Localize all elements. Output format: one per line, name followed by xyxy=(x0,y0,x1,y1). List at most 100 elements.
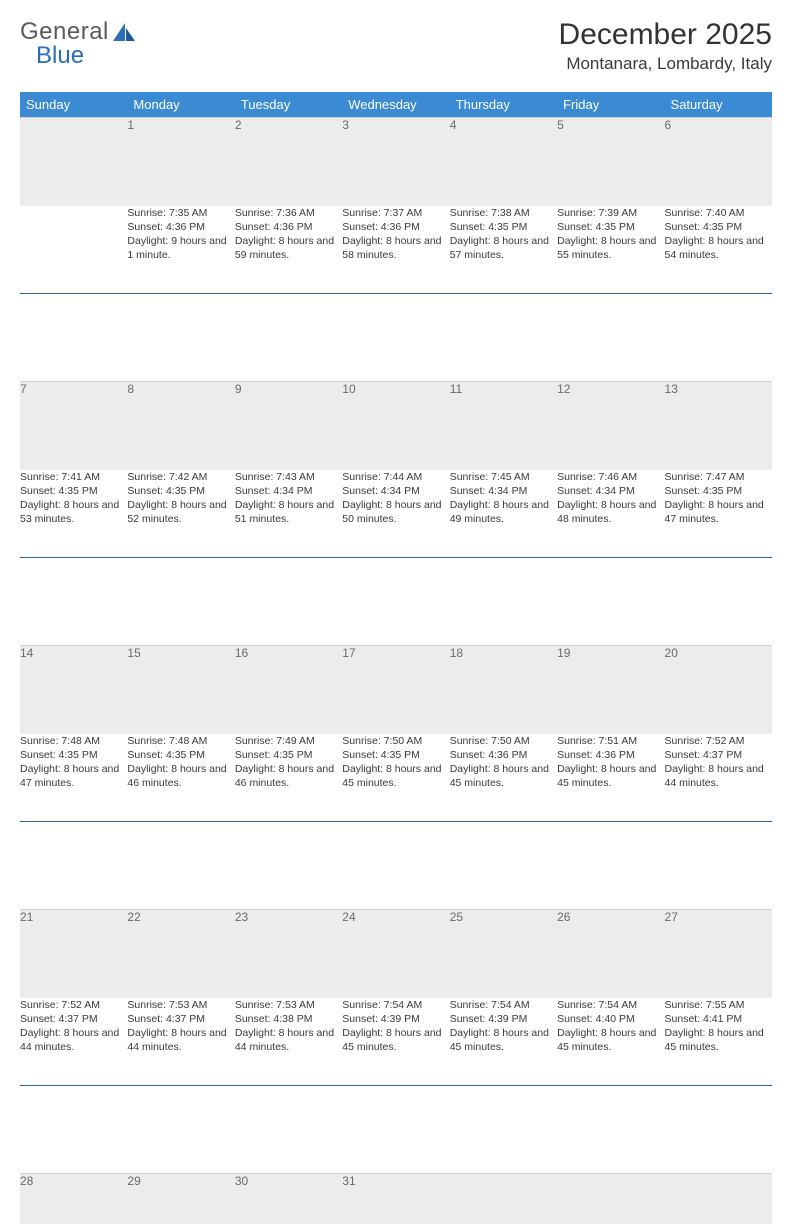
day-content-cell: Sunrise: 7:48 AMSunset: 4:35 PMDaylight:… xyxy=(20,734,127,822)
day-number-row: 14151617181920 xyxy=(20,646,772,734)
day-content-cell: Sunrise: 7:44 AMSunset: 4:34 PMDaylight:… xyxy=(342,470,449,558)
day-content-cell xyxy=(20,206,127,294)
day-number-row: 78910111213 xyxy=(20,382,772,470)
sunrise-line: Sunrise: 7:37 AM xyxy=(342,206,449,220)
day-number-cell: 29 xyxy=(127,1174,234,1224)
sunrise-line: Sunrise: 7:49 AM xyxy=(235,734,342,748)
weekday-header: Friday xyxy=(557,92,664,118)
day-number-cell: 28 xyxy=(20,1174,127,1224)
location: Montanara, Lombardy, Italy xyxy=(559,54,772,74)
daylight-line: Daylight: 8 hours and 44 minutes. xyxy=(127,1026,234,1054)
day-content-cell: Sunrise: 7:54 AMSunset: 4:40 PMDaylight:… xyxy=(557,998,664,1086)
sunrise-line: Sunrise: 7:36 AM xyxy=(235,206,342,220)
sunrise-line: Sunrise: 7:47 AM xyxy=(665,470,772,484)
day-content-cell: Sunrise: 7:42 AMSunset: 4:35 PMDaylight:… xyxy=(127,470,234,558)
sunset-line: Sunset: 4:35 PM xyxy=(342,748,449,762)
daylight-line: Daylight: 8 hours and 45 minutes. xyxy=(450,1026,557,1054)
day-number-cell: 21 xyxy=(20,910,127,998)
day-number-cell: 1 xyxy=(127,118,234,206)
daylight-line: Daylight: 8 hours and 51 minutes. xyxy=(235,498,342,526)
week-divider xyxy=(20,294,772,382)
daylight-line: Daylight: 8 hours and 48 minutes. xyxy=(557,498,664,526)
sunset-line: Sunset: 4:35 PM xyxy=(665,220,772,234)
sunset-line: Sunset: 4:39 PM xyxy=(342,1012,449,1026)
logo-sail-icon xyxy=(113,23,135,41)
sunset-line: Sunset: 4:36 PM xyxy=(342,220,449,234)
day-number-cell: 11 xyxy=(450,382,557,470)
daylight-line: Daylight: 8 hours and 55 minutes. xyxy=(557,234,664,262)
day-content-cell: Sunrise: 7:55 AMSunset: 4:41 PMDaylight:… xyxy=(665,998,772,1086)
day-content-cell: Sunrise: 7:54 AMSunset: 4:39 PMDaylight:… xyxy=(342,998,449,1086)
daylight-line: Daylight: 8 hours and 58 minutes. xyxy=(342,234,449,262)
weekday-header: Wednesday xyxy=(342,92,449,118)
sunrise-line: Sunrise: 7:44 AM xyxy=(342,470,449,484)
day-content-row: Sunrise: 7:35 AMSunset: 4:36 PMDaylight:… xyxy=(20,206,772,294)
sunset-line: Sunset: 4:34 PM xyxy=(557,484,664,498)
day-number-cell xyxy=(557,1174,664,1224)
day-number-row: 123456 xyxy=(20,118,772,206)
month-title: December 2025 xyxy=(559,18,772,52)
sunrise-line: Sunrise: 7:41 AM xyxy=(20,470,127,484)
daylight-line: Daylight: 8 hours and 45 minutes. xyxy=(665,1026,772,1054)
weekday-header: Monday xyxy=(127,92,234,118)
daylight-line: Daylight: 8 hours and 47 minutes. xyxy=(20,762,127,790)
weekday-header: Sunday xyxy=(20,92,127,118)
daylight-line: Daylight: 8 hours and 53 minutes. xyxy=(20,498,127,526)
day-number-cell: 5 xyxy=(557,118,664,206)
sunset-line: Sunset: 4:39 PM xyxy=(450,1012,557,1026)
day-number-cell: 24 xyxy=(342,910,449,998)
day-number-cell: 31 xyxy=(342,1174,449,1224)
day-number-cell: 6 xyxy=(665,118,772,206)
daylight-line: Daylight: 8 hours and 57 minutes. xyxy=(450,234,557,262)
sunrise-line: Sunrise: 7:52 AM xyxy=(20,998,127,1012)
day-number-cell: 30 xyxy=(235,1174,342,1224)
daylight-line: Daylight: 8 hours and 45 minutes. xyxy=(450,762,557,790)
day-number-cell: 27 xyxy=(665,910,772,998)
sunset-line: Sunset: 4:36 PM xyxy=(127,220,234,234)
day-content-cell: Sunrise: 7:49 AMSunset: 4:35 PMDaylight:… xyxy=(235,734,342,822)
day-content-cell: Sunrise: 7:51 AMSunset: 4:36 PMDaylight:… xyxy=(557,734,664,822)
sunrise-line: Sunrise: 7:50 AM xyxy=(450,734,557,748)
day-content-cell: Sunrise: 7:39 AMSunset: 4:35 PMDaylight:… xyxy=(557,206,664,294)
daylight-line: Daylight: 8 hours and 50 minutes. xyxy=(342,498,449,526)
daylight-line: Daylight: 8 hours and 47 minutes. xyxy=(665,498,772,526)
sunrise-line: Sunrise: 7:39 AM xyxy=(557,206,664,220)
day-content-cell: Sunrise: 7:35 AMSunset: 4:36 PMDaylight:… xyxy=(127,206,234,294)
sunset-line: Sunset: 4:37 PM xyxy=(20,1012,127,1026)
day-content-cell: Sunrise: 7:41 AMSunset: 4:35 PMDaylight:… xyxy=(20,470,127,558)
sunrise-line: Sunrise: 7:52 AM xyxy=(665,734,772,748)
day-content-cell: Sunrise: 7:45 AMSunset: 4:34 PMDaylight:… xyxy=(450,470,557,558)
daylight-line: Daylight: 9 hours and 1 minute. xyxy=(127,234,234,262)
sunset-line: Sunset: 4:36 PM xyxy=(450,748,557,762)
day-content-row: Sunrise: 7:48 AMSunset: 4:35 PMDaylight:… xyxy=(20,734,772,822)
day-number-cell: 14 xyxy=(20,646,127,734)
daylight-line: Daylight: 8 hours and 59 minutes. xyxy=(235,234,342,262)
sunrise-line: Sunrise: 7:54 AM xyxy=(450,998,557,1012)
day-number-cell: 16 xyxy=(235,646,342,734)
weekday-header: Saturday xyxy=(665,92,772,118)
sunrise-line: Sunrise: 7:35 AM xyxy=(127,206,234,220)
day-number-cell: 23 xyxy=(235,910,342,998)
sunrise-line: Sunrise: 7:43 AM xyxy=(235,470,342,484)
sunset-line: Sunset: 4:35 PM xyxy=(127,484,234,498)
day-content-row: Sunrise: 7:41 AMSunset: 4:35 PMDaylight:… xyxy=(20,470,772,558)
sunrise-line: Sunrise: 7:42 AM xyxy=(127,470,234,484)
sunset-line: Sunset: 4:36 PM xyxy=(557,748,664,762)
day-content-cell: Sunrise: 7:48 AMSunset: 4:35 PMDaylight:… xyxy=(127,734,234,822)
sunrise-line: Sunrise: 7:48 AM xyxy=(20,734,127,748)
sunrise-line: Sunrise: 7:53 AM xyxy=(127,998,234,1012)
sunset-line: Sunset: 4:36 PM xyxy=(235,220,342,234)
day-number-cell xyxy=(450,1174,557,1224)
daylight-line: Daylight: 8 hours and 44 minutes. xyxy=(235,1026,342,1054)
daylight-line: Daylight: 8 hours and 45 minutes. xyxy=(557,1026,664,1054)
sunset-line: Sunset: 4:35 PM xyxy=(665,484,772,498)
sunrise-line: Sunrise: 7:45 AM xyxy=(450,470,557,484)
sunset-line: Sunset: 4:37 PM xyxy=(665,748,772,762)
sunset-line: Sunset: 4:35 PM xyxy=(235,748,342,762)
sunset-line: Sunset: 4:40 PM xyxy=(557,1012,664,1026)
day-number-cell: 19 xyxy=(557,646,664,734)
day-content-cell: Sunrise: 7:37 AMSunset: 4:36 PMDaylight:… xyxy=(342,206,449,294)
sunset-line: Sunset: 4:38 PM xyxy=(235,1012,342,1026)
day-number-cell: 15 xyxy=(127,646,234,734)
day-number-cell: 7 xyxy=(20,382,127,470)
